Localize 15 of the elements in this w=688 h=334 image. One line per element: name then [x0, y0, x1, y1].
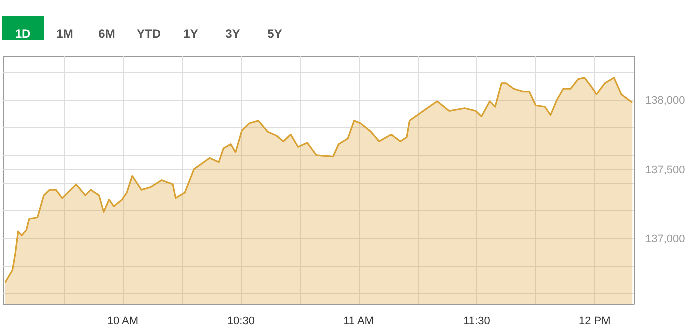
x-tick-label: 10:30 — [227, 316, 255, 328]
x-tick-label: 10 AM — [107, 316, 139, 328]
y-tick-label: 138,000 — [646, 95, 686, 108]
x-tick-label: 12 PM — [578, 316, 611, 328]
text: 1M — [56, 26, 74, 43]
text: 1Y — [182, 26, 200, 43]
y-tick-label: 137,000 — [646, 233, 686, 246]
y-tick-label: 137,500 — [646, 164, 686, 176]
x-tick-label: 11:30 — [464, 316, 490, 328]
text: 3Y — [224, 26, 242, 43]
text: YTD — [136, 26, 162, 43]
text: 1D — [2, 16, 44, 52]
x-tick-label: 11 AM — [344, 316, 374, 328]
text: 6M — [98, 26, 116, 43]
text: 5Y — [266, 26, 284, 43]
